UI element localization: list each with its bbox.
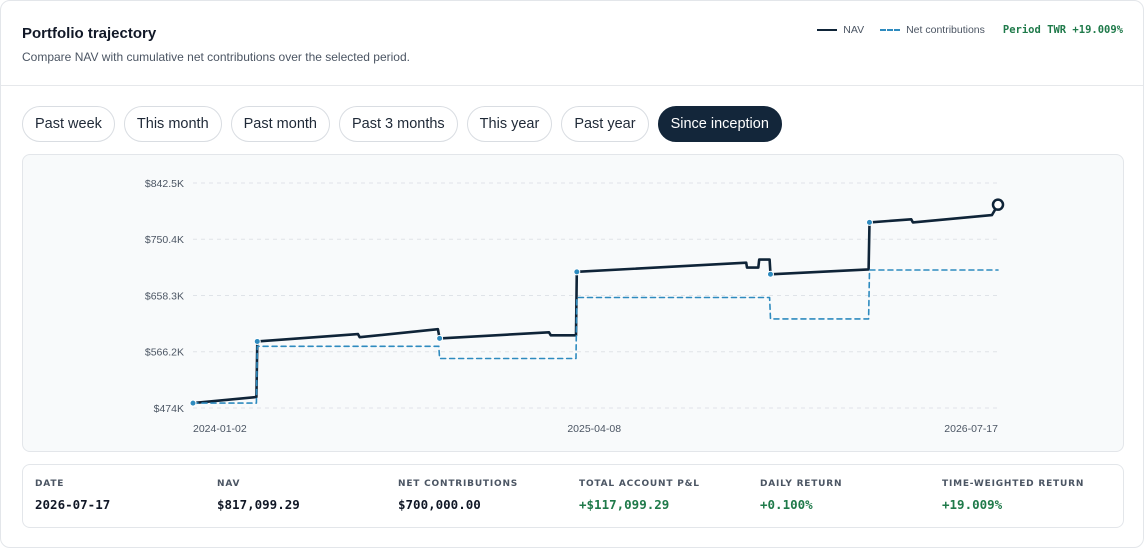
stat-label: TIME-WEIGHTED RETURN <box>942 479 1085 489</box>
stat-date: DATE 2026-07-17 <box>35 479 110 512</box>
nav-end-marker <box>991 198 1005 211</box>
x-tick-label: 2025-04-08 <box>567 423 621 435</box>
contribution-marker <box>189 399 197 407</box>
stat-label: NET CONTRIBUTIONS <box>398 479 519 489</box>
series-line-nav <box>191 203 1000 405</box>
stat-value: +$117,099.29 <box>579 497 670 512</box>
stat-time-weighted-return: TIME-WEIGHTED RETURN +19.009% <box>942 479 1084 512</box>
stats-bar: DATE 2026-07-17 NAV $817,099.29 NET CONT… <box>22 464 1124 528</box>
chart-area[interactable]: $474K $566.2K $658.3K $750.4K $842.5K 2024-01… <box>22 154 1124 452</box>
card-header: Portfolio trajectory Compare NAV with cu… <box>1 1 1143 86</box>
legend-swatch-nav <box>817 29 838 31</box>
y-tick-label: $842.5K <box>145 178 184 190</box>
page-title: Portfolio trajectory <box>22 25 157 42</box>
legend-swatch-contributions <box>880 29 901 31</box>
stat-label: NAV <box>217 479 241 489</box>
stat-value: $817,099.29 <box>217 497 300 512</box>
tab-this-year[interactable]: This year <box>466 106 553 142</box>
contribution-marker <box>436 334 444 342</box>
stat-value: +0.100% <box>760 497 813 512</box>
contribution-marker <box>573 268 581 276</box>
tab-this-month[interactable]: This month <box>123 106 222 142</box>
period-twr: Period TWR +19.009% <box>1002 24 1123 36</box>
tab-past-3-months[interactable]: Past 3 months <box>338 106 458 142</box>
tab-past-month[interactable]: Past month <box>230 106 330 142</box>
y-tick-label: $474K <box>154 403 184 415</box>
x-tick-label: 2024-01-02 <box>193 423 247 435</box>
page-subtitle: Compare NAV with cumulative net contribu… <box>22 50 410 64</box>
nav-chart[interactable]: $474K $566.2K $658.3K $750.4K $842.5K 2024-01… <box>23 155 1125 453</box>
stat-value: $700,000.00 <box>398 497 481 512</box>
stat-daily-return: DAILY RETURN +0.100% <box>760 479 842 512</box>
y-tick-label: $566.2K <box>145 347 184 359</box>
stat-net-contributions: NET CONTRIBUTIONS $700,000.00 <box>398 479 518 512</box>
stat-value: 2026-07-17 <box>35 497 111 512</box>
y-tick-label: $750.4K <box>145 234 184 246</box>
legend-label-contributions: Net contributions <box>906 24 985 36</box>
stat-nav: NAV $817,099.29 <box>217 479 300 512</box>
legend-item-contributions: Net contributions <box>880 24 985 36</box>
stat-label: DATE <box>35 479 65 489</box>
tab-past-week[interactable]: Past week <box>22 106 115 142</box>
legend-label-nav: NAV <box>843 24 865 36</box>
series-line-net-contributions <box>192 269 999 404</box>
contribution-marker <box>253 337 261 345</box>
y-tick-label: $658.3K <box>145 290 184 302</box>
legend-item-nav: NAV <box>817 24 864 36</box>
tab-since-inception[interactable]: Since inception <box>657 106 782 142</box>
stat-label: TOTAL ACCOUNT P&L <box>579 479 700 489</box>
stat-total-pnl: TOTAL ACCOUNT P&L +$117,099.29 <box>579 479 700 512</box>
chart-legend: NAV Net contributions Period TWR +19.009… <box>801 24 1123 36</box>
stat-value: +19.009% <box>942 497 1003 512</box>
contribution-marker <box>766 270 774 278</box>
period-tabs: Past week This month Past month Past 3 m… <box>22 106 791 142</box>
x-tick-label: 2026-07-17 <box>944 423 998 435</box>
contribution-marker <box>865 218 873 226</box>
tab-past-year[interactable]: Past year <box>561 106 649 142</box>
stat-label: DAILY RETURN <box>760 479 843 489</box>
